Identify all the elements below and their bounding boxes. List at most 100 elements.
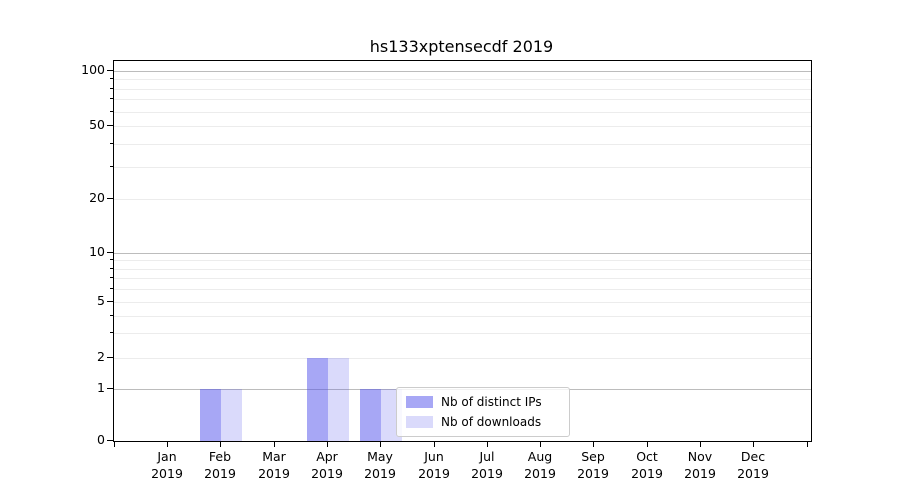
x-tick-label: Aug 2019: [505, 448, 575, 482]
gridline-minor: [114, 89, 811, 90]
gridline-major: [114, 253, 811, 254]
x-tick-label: Nov 2019: [665, 448, 735, 482]
gridline-minor: [114, 358, 811, 359]
x-tick-year: 2019: [577, 466, 609, 481]
x-tick-year: 2019: [364, 466, 396, 481]
y-minor-tick-mark: [110, 277, 113, 278]
gridline-minor: [114, 316, 811, 317]
plot-area: [113, 60, 812, 442]
x-tick-month: May: [367, 449, 393, 464]
x-tick-month: Dec: [740, 449, 766, 464]
x-tick-mark: [220, 441, 221, 447]
legend-label: Nb of downloads: [441, 414, 542, 429]
x-tick-month: Apr: [316, 449, 338, 464]
y-tick-mark: [107, 388, 113, 389]
x-tick-mark: [700, 441, 701, 447]
x-tick-label: Jan 2019: [132, 448, 202, 482]
y-tick-mark: [107, 252, 113, 253]
x-tick-year: 2019: [151, 466, 183, 481]
x-tick-month: Jan: [157, 449, 177, 464]
y-minor-tick-mark: [110, 88, 113, 89]
x-tick-mark: [807, 441, 808, 447]
y-tick-label: 20: [89, 190, 105, 205]
gridline-minor: [114, 99, 811, 100]
x-tick-label: May 2019: [345, 448, 415, 482]
y-tick-label: 100: [81, 62, 105, 77]
x-tick-mark: [540, 441, 541, 447]
y-minor-tick-mark: [110, 166, 113, 167]
x-tick-mark: [593, 441, 594, 447]
x-tick-mark: [434, 441, 435, 447]
y-tick-label: 5: [97, 293, 105, 308]
x-tick-year: 2019: [311, 466, 343, 481]
gridline-minor: [114, 79, 811, 80]
y-tick-mark: [107, 70, 113, 71]
y-tick-label: 50: [89, 117, 105, 132]
x-tick-mark: [327, 441, 328, 447]
gridline-minor: [114, 289, 811, 290]
legend-swatch: [406, 396, 433, 408]
x-tick-year: 2019: [631, 466, 663, 481]
x-tick-year: 2019: [684, 466, 716, 481]
y-minor-tick-mark: [110, 268, 113, 269]
x-tick-year: 2019: [258, 466, 290, 481]
bar-downloads: [328, 358, 349, 441]
x-tick-mark: [167, 441, 168, 447]
y-tick-mark: [107, 125, 113, 126]
x-tick-year: 2019: [524, 466, 556, 481]
y-tick-mark: [107, 440, 113, 441]
gridline-minor: [114, 112, 811, 113]
legend-swatch: [406, 416, 433, 428]
legend-label: Nb of distinct IPs: [441, 394, 542, 409]
y-tick-label: 2: [97, 349, 105, 364]
x-tick-year: 2019: [418, 466, 450, 481]
y-minor-tick-mark: [110, 332, 113, 333]
bar-distinct-ips: [200, 389, 221, 441]
y-minor-tick-mark: [110, 98, 113, 99]
legend-entry: Nb of downloads: [406, 415, 560, 430]
gridline-major: [114, 71, 811, 72]
x-tick-month: Aug: [527, 449, 553, 464]
x-tick-month: Sep: [581, 449, 605, 464]
x-tick-mark: [753, 441, 754, 447]
legend: Nb of distinct IPs Nb of downloads: [396, 387, 570, 437]
y-minor-tick-mark: [110, 259, 113, 260]
gridline-minor: [114, 269, 811, 270]
x-tick-mark: [647, 441, 648, 447]
y-tick-label: 1: [97, 380, 105, 395]
x-tick-mark: [380, 441, 381, 447]
x-tick-label: Oct 2019: [612, 448, 682, 482]
y-minor-tick-mark: [110, 143, 113, 144]
y-minor-tick-mark: [110, 288, 113, 289]
gridline-minor: [114, 144, 811, 145]
bar-downloads: [221, 389, 242, 441]
x-tick-mark: [487, 441, 488, 447]
x-tick-month: Jun: [424, 449, 444, 464]
x-tick-mark: [114, 441, 115, 447]
gridline-minor: [114, 302, 811, 303]
x-tick-month: Oct: [636, 449, 658, 464]
x-tick-label: Feb 2019: [185, 448, 255, 482]
legend-entry: Nb of distinct IPs: [406, 395, 560, 410]
gridline-minor: [114, 167, 811, 168]
y-tick-mark: [107, 198, 113, 199]
x-tick-mark: [274, 441, 275, 447]
chart-title: hs133xptensecdf 2019: [369, 37, 554, 56]
y-tick-label: 0: [97, 432, 105, 447]
gridline-minor: [114, 260, 811, 261]
x-tick-month: Nov: [687, 449, 713, 464]
gridline-minor: [114, 278, 811, 279]
y-minor-tick-mark: [110, 111, 113, 112]
x-tick-month: Feb: [208, 449, 232, 464]
x-tick-label: Jun 2019: [399, 448, 469, 482]
x-tick-label: Dec 2019: [718, 448, 788, 482]
gridline-minor: [114, 333, 811, 334]
x-tick-label: Mar 2019: [239, 448, 309, 482]
y-minor-tick-mark: [110, 78, 113, 79]
y-tick-mark: [107, 301, 113, 302]
x-tick-month: Mar: [262, 449, 286, 464]
y-minor-tick-mark: [110, 315, 113, 316]
gridline-minor: [114, 126, 811, 127]
gridline-minor: [114, 199, 811, 200]
x-tick-year: 2019: [737, 466, 769, 481]
